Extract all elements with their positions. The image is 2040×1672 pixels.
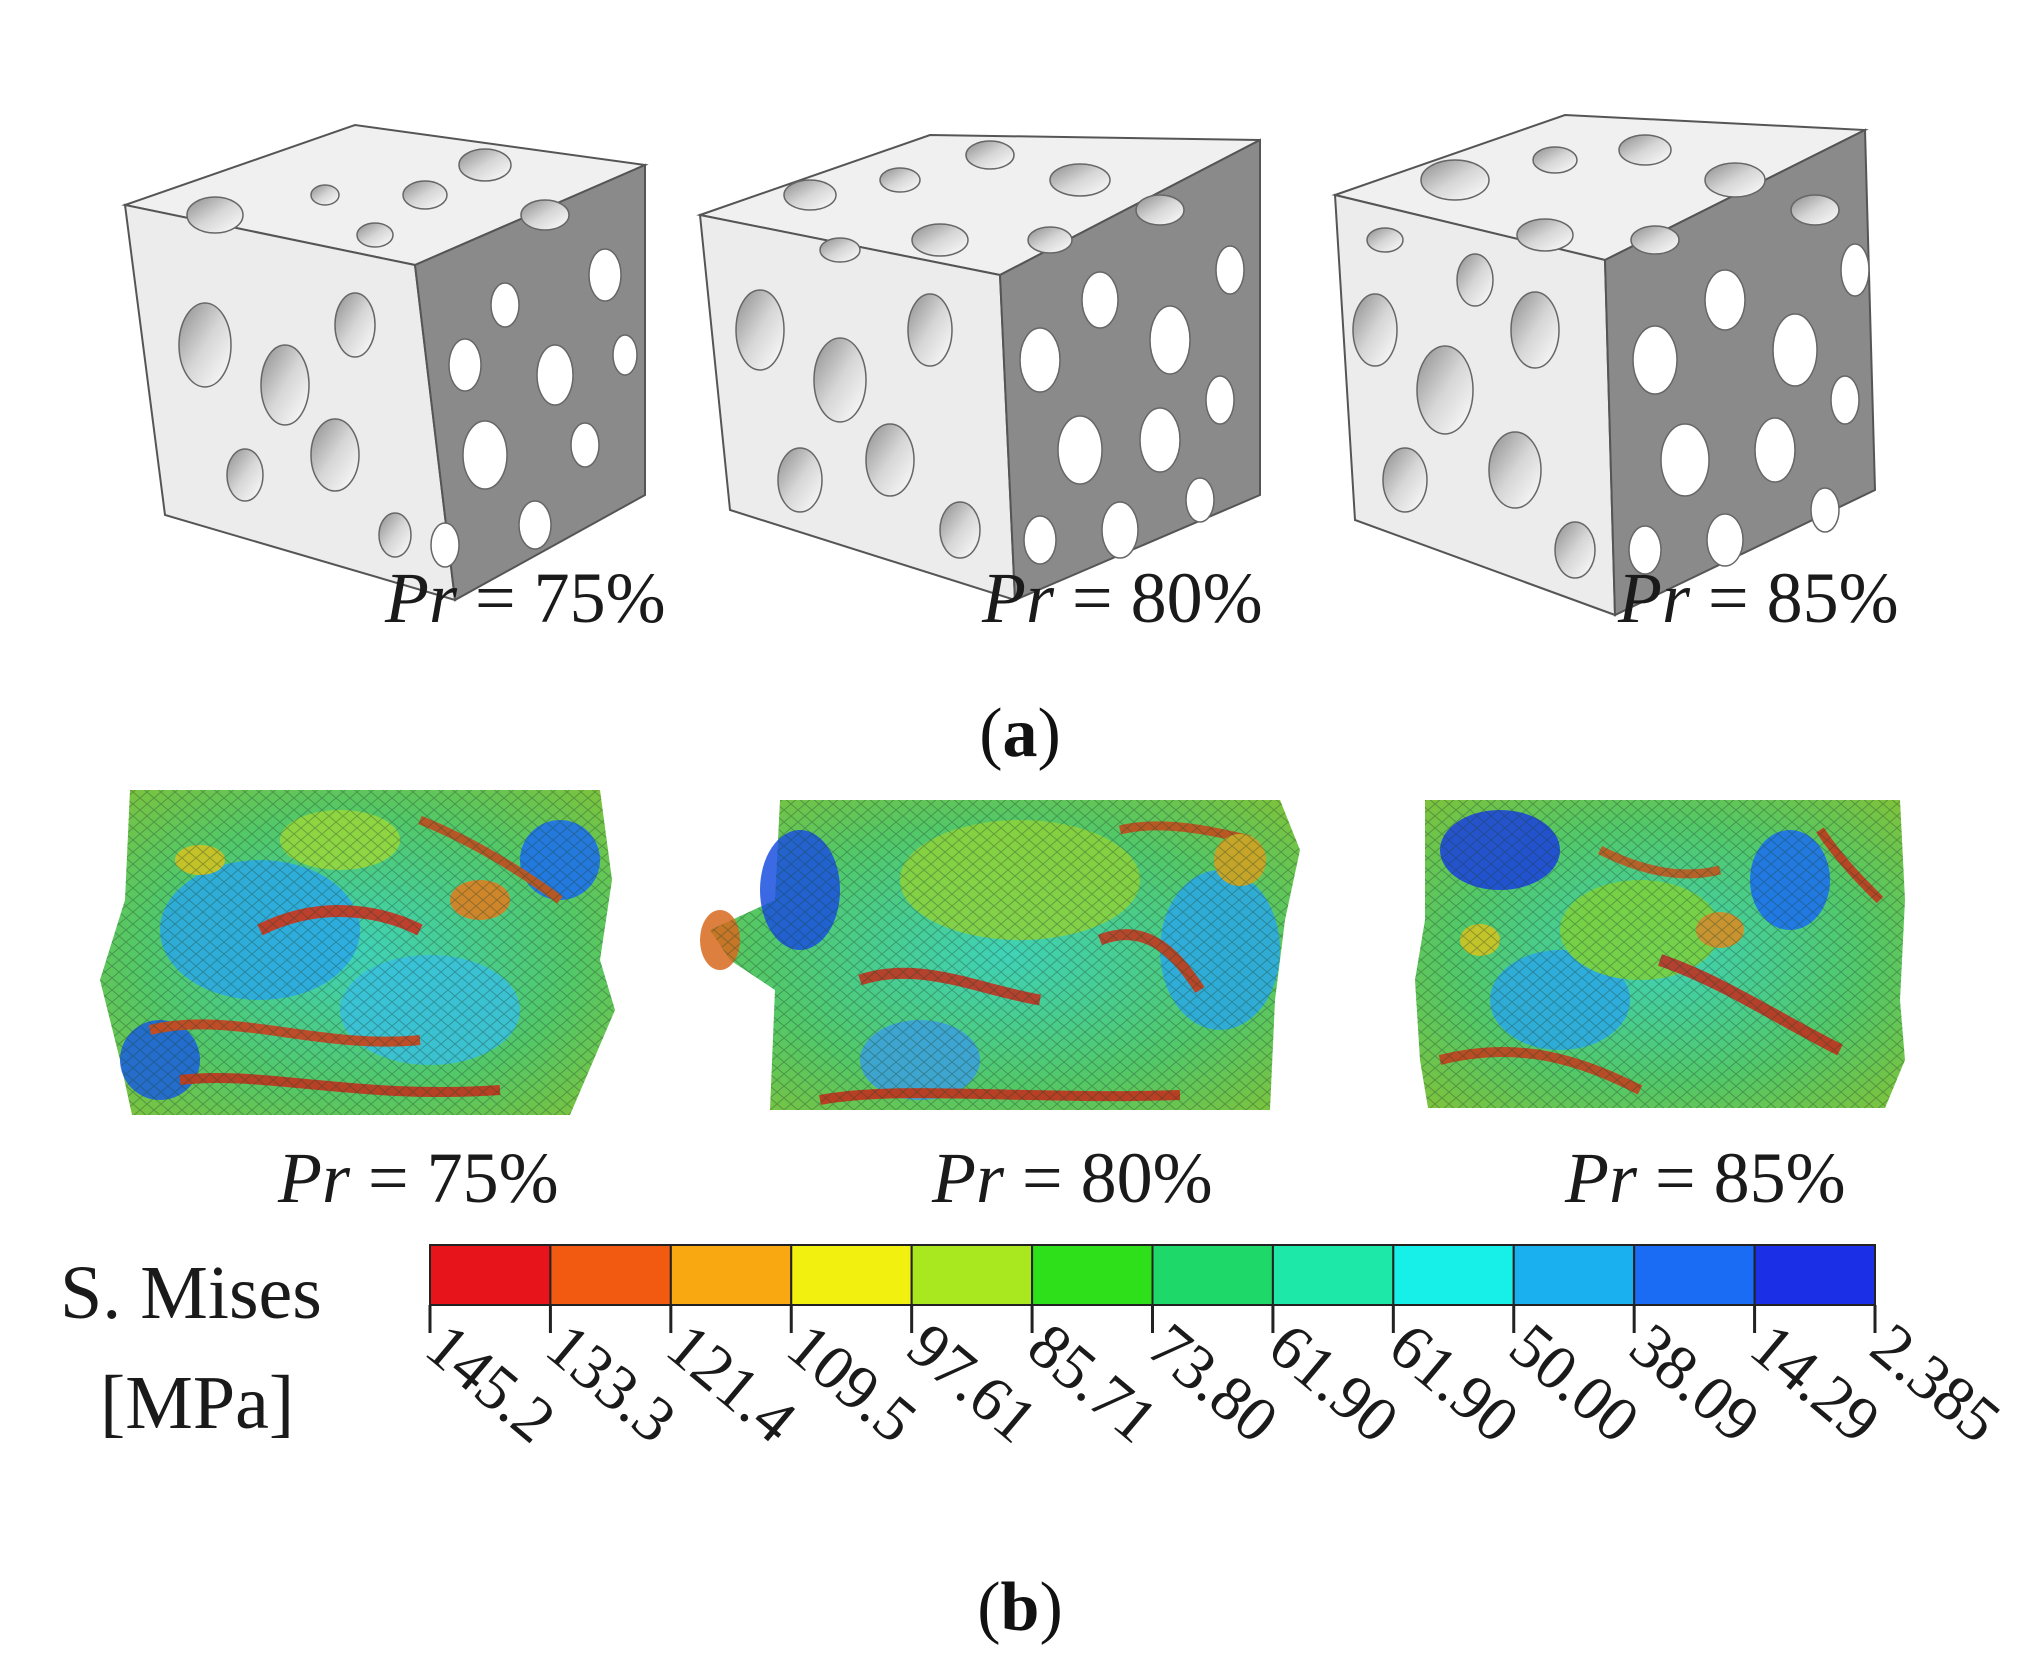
legend-tick-label: 50.00 [1497, 1309, 1653, 1456]
legend-tick-label: 109.5 [774, 1309, 930, 1456]
legend-ticks: 145.2133.3121.4109.597.6185.7173.8061.90… [413, 1305, 2014, 1456]
legend-swatch [549, 1244, 672, 1306]
legend-swatch [1633, 1244, 1756, 1306]
stress-label-80: Pr = 80% [931, 1138, 1213, 1218]
stress-legend: S. Mises [MPa] 145.2133.3121.4109.597.61… [60, 1244, 2014, 1456]
stress-label-85: Pr = 85% [1564, 1138, 1846, 1218]
porous-cube-75 [121, 123, 649, 602]
legend-tick-label: 2.385 [1858, 1309, 2014, 1456]
legend-tick-label: 97.61 [895, 1309, 1051, 1456]
porous-cube-85 [1331, 113, 1877, 617]
legend-color-bar [429, 1244, 1877, 1306]
legend-swatch [910, 1244, 1034, 1306]
legend-swatch [1271, 1244, 1395, 1306]
panel-b-label: (b) [977, 1569, 1063, 1646]
legend-swatch [1512, 1244, 1636, 1306]
cube-label-85: Pr = 85% [1617, 558, 1899, 638]
legend-swatch [1392, 1244, 1515, 1306]
stress-label-75: Pr = 75% [277, 1138, 559, 1218]
legend-unit: [MPa] [100, 1361, 294, 1445]
cube-label-80: Pr = 80% [981, 558, 1263, 638]
legend-tick-label: 133.3 [533, 1309, 689, 1456]
panel-a-label: (a) [979, 695, 1061, 772]
legend-tick-label: 145.2 [413, 1309, 569, 1456]
legend-tick-label: 14.29 [1738, 1309, 1894, 1456]
legend-tick-label: 61.90 [1376, 1309, 1532, 1456]
porous-cube-80 [696, 133, 1261, 602]
legend-swatch [1753, 1244, 1877, 1306]
stress-map-75 [100, 790, 615, 1115]
panel-a-cubes [121, 113, 1877, 617]
legend-tick-label: 121.4 [654, 1309, 810, 1456]
cube-label-75: Pr = 75% [384, 558, 666, 638]
legend-tick-label: 85.71 [1015, 1309, 1171, 1456]
legend-tick-label: 61.90 [1256, 1309, 1412, 1456]
legend-swatch [1031, 1244, 1154, 1306]
legend-tick-label: 38.09 [1617, 1309, 1773, 1456]
stress-map-80 [700, 800, 1300, 1110]
legend-swatch [669, 1244, 793, 1306]
legend-title: S. Mises [60, 1251, 322, 1335]
panel-b-stress-maps [100, 790, 1905, 1115]
legend-swatch [429, 1244, 552, 1306]
legend-tick-label: 73.80 [1136, 1309, 1292, 1456]
stress-map-85 [1415, 800, 1905, 1108]
legend-swatch [1151, 1244, 1274, 1306]
legend-swatch [790, 1244, 913, 1306]
